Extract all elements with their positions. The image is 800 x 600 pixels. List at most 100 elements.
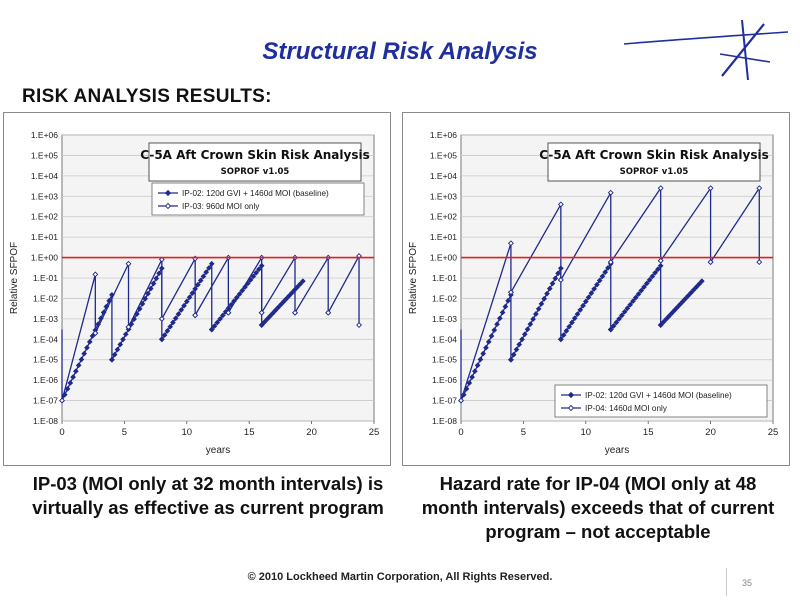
chart-title: C-5A Aft Crown Skin Risk Analysis bbox=[140, 148, 369, 162]
data-point bbox=[192, 312, 199, 319]
data-point bbox=[627, 301, 634, 308]
y-tick-label: 1.E-06 bbox=[33, 375, 58, 385]
data-point bbox=[269, 310, 276, 317]
data-point bbox=[666, 313, 672, 320]
data-point bbox=[557, 277, 564, 283]
data-point bbox=[325, 309, 332, 316]
data-point bbox=[674, 304, 680, 311]
data-point bbox=[696, 281, 702, 287]
data-point bbox=[488, 333, 495, 339]
data-point bbox=[264, 316, 271, 322]
data-point bbox=[181, 302, 187, 309]
data-point bbox=[507, 240, 514, 247]
y-tick-label: 1.E-04 bbox=[33, 334, 58, 344]
data-point bbox=[64, 385, 71, 392]
x-tick-label: 15 bbox=[643, 427, 654, 438]
y-tick-label: 1.E-03 bbox=[432, 314, 457, 324]
data-point bbox=[571, 315, 578, 322]
data-point bbox=[507, 356, 514, 363]
data-point bbox=[671, 307, 678, 314]
y-tick-label: 1.E-05 bbox=[432, 355, 457, 365]
data-point bbox=[170, 319, 176, 326]
data-point bbox=[663, 316, 670, 322]
data-point bbox=[566, 323, 572, 330]
data-point bbox=[582, 298, 589, 305]
data-point bbox=[569, 319, 575, 326]
footer-divider bbox=[726, 568, 727, 596]
data-point bbox=[480, 350, 487, 357]
x-axis-label: years bbox=[605, 445, 629, 456]
data-point bbox=[158, 336, 165, 343]
series-line bbox=[460, 185, 760, 401]
data-point bbox=[197, 277, 204, 284]
data-point bbox=[175, 311, 182, 317]
y-tick-label: 1.E-02 bbox=[33, 293, 58, 303]
data-point bbox=[153, 275, 160, 282]
data-point bbox=[505, 297, 511, 304]
y-tick-label: 1.E+01 bbox=[430, 232, 457, 242]
data-point bbox=[649, 273, 656, 280]
data-point bbox=[81, 350, 88, 357]
data-point bbox=[211, 323, 218, 329]
data-point bbox=[685, 292, 691, 299]
chart-subtitle: SOPROF v1.05 bbox=[620, 167, 689, 177]
data-point bbox=[494, 321, 500, 328]
data-point bbox=[652, 269, 658, 276]
logo-star-diagonal-1 bbox=[721, 23, 765, 77]
data-point bbox=[469, 374, 475, 380]
data-point bbox=[599, 273, 606, 280]
data-point bbox=[638, 287, 645, 294]
data-point bbox=[156, 270, 162, 277]
chart-title: C-5A Aft Crown Skin Risk Analysis bbox=[539, 148, 768, 162]
y-tick-label: 1.E-08 bbox=[33, 416, 58, 426]
data-point bbox=[485, 338, 492, 345]
data-point bbox=[693, 284, 700, 290]
data-point bbox=[557, 336, 564, 343]
y-tick-label: 1.E+04 bbox=[31, 171, 58, 181]
data-point bbox=[513, 346, 520, 353]
data-point bbox=[516, 341, 523, 348]
data-point bbox=[217, 316, 223, 322]
data-point bbox=[630, 298, 636, 305]
data-point bbox=[84, 344, 90, 351]
data-point bbox=[286, 292, 292, 299]
y-tick-label: 1.E+00 bbox=[31, 253, 58, 263]
data-point bbox=[707, 185, 714, 192]
data-point bbox=[607, 259, 614, 266]
data-point bbox=[563, 328, 570, 334]
y-tick-label: 1.E-04 bbox=[432, 334, 457, 344]
chart-title-box bbox=[148, 142, 362, 182]
data-point bbox=[646, 277, 653, 283]
data-point bbox=[256, 266, 262, 273]
y-tick-label: 1.E+03 bbox=[31, 191, 58, 201]
data-point bbox=[292, 309, 298, 316]
data-point bbox=[641, 284, 647, 290]
series-1 bbox=[458, 260, 705, 404]
x-tick-label: 0 bbox=[59, 427, 64, 438]
caption-right: Hazard rate for IP-04 (MOI only at 48 mo… bbox=[421, 473, 775, 542]
data-point bbox=[527, 321, 534, 327]
risk-chart-left: 1.E+06 1.E+05 1.E+04 1.E+03 1.E+02 1.E+01 1.E+… bbox=[9, 130, 379, 456]
data-point bbox=[203, 269, 210, 275]
data-point bbox=[477, 356, 484, 363]
y-tick-label: 1.E-06 bbox=[432, 375, 457, 385]
data-point bbox=[699, 278, 705, 285]
series-1 bbox=[59, 260, 306, 404]
legend-label: IP-04: 1460d MOI only bbox=[585, 404, 668, 413]
data-point bbox=[474, 362, 481, 369]
x-tick-label: 10 bbox=[182, 427, 193, 438]
data-point bbox=[635, 291, 642, 297]
y-tick-label: 1.E-02 bbox=[432, 293, 457, 303]
data-point bbox=[147, 285, 154, 292]
data-point bbox=[150, 280, 157, 287]
copyright-notice: © 2010 Lockheed Martin Corporation, All … bbox=[247, 571, 553, 583]
data-point bbox=[289, 290, 295, 296]
data-point bbox=[278, 301, 284, 308]
y-tick-label: 1.E+05 bbox=[430, 150, 457, 160]
data-point bbox=[183, 298, 190, 305]
x-axis-label: years bbox=[206, 445, 230, 456]
y-tick-label: 1.E+00 bbox=[430, 253, 457, 263]
x-tick-label: 20 bbox=[306, 427, 317, 438]
data-point bbox=[619, 312, 625, 319]
y-tick-label: 1.E+01 bbox=[31, 232, 58, 242]
